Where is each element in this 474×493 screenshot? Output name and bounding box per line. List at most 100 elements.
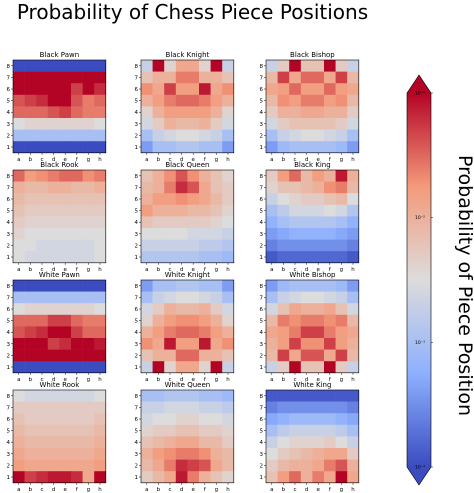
heatmap-cell bbox=[312, 83, 325, 96]
y-tick-label: 3 bbox=[135, 452, 139, 458]
heatmap-cell bbox=[71, 60, 83, 72]
heatmap-cell bbox=[335, 436, 348, 449]
heatmap-cell bbox=[300, 216, 313, 229]
heatmap-cell bbox=[175, 314, 188, 327]
y-tick-label: 1 bbox=[135, 475, 139, 481]
heatmap-cell bbox=[210, 60, 223, 72]
heatmap-cell bbox=[347, 413, 360, 426]
x-tick-label: f bbox=[204, 157, 207, 163]
heatmap-cell bbox=[94, 291, 107, 304]
y-tick-label: 2 bbox=[260, 463, 264, 469]
heatmap-cell bbox=[175, 459, 188, 472]
heatmap-cell bbox=[187, 141, 200, 154]
heatmap-cell bbox=[335, 413, 348, 426]
heatmap-cell bbox=[94, 129, 107, 142]
y-tick-label: 6 bbox=[7, 197, 11, 203]
x-tick-label: c bbox=[293, 487, 296, 493]
heatmap-cell bbox=[289, 424, 302, 437]
heatmap-cell bbox=[300, 170, 313, 182]
heatmap-cell bbox=[312, 228, 325, 240]
heatmap-cell bbox=[324, 436, 336, 449]
heatmap-cell bbox=[289, 326, 302, 339]
heatmap-cell bbox=[324, 390, 336, 402]
heatmap-cell bbox=[289, 436, 302, 449]
heatmap-cell bbox=[94, 424, 107, 437]
heatmap-cell bbox=[266, 401, 278, 414]
heatmap-cell bbox=[187, 106, 200, 119]
heatmap-cell bbox=[324, 228, 336, 240]
heatmap-cell bbox=[94, 338, 107, 350]
heatmap-cell bbox=[141, 424, 153, 437]
y-tick-label: 1 bbox=[7, 145, 11, 151]
heatmap-cell bbox=[289, 338, 302, 350]
heatmap-cell bbox=[24, 401, 37, 414]
heatmap-cell bbox=[324, 216, 336, 229]
heatmap-cell bbox=[335, 338, 348, 350]
heatmap-cell bbox=[277, 280, 290, 292]
heatmap-cell bbox=[47, 204, 60, 217]
heatmap-cell bbox=[289, 106, 302, 119]
heatmap-cell bbox=[347, 459, 360, 472]
heatmap-cell bbox=[335, 314, 348, 327]
heatmap-cell bbox=[199, 118, 211, 130]
y-tick-label: 3 bbox=[260, 122, 264, 128]
heatmap-cell bbox=[266, 216, 278, 229]
heatmap-panel: White Bishop 8 7 6 5 4 3 2 1a b c d e f g h bbox=[260, 271, 360, 383]
heatmap-cell bbox=[59, 251, 72, 264]
heatmap-cell bbox=[175, 349, 188, 362]
heatmap-cell bbox=[82, 60, 95, 72]
heatmap-cell bbox=[175, 413, 188, 426]
x-tick-label: b bbox=[29, 377, 33, 383]
heatmap-cell bbox=[47, 181, 60, 194]
x-tick-label: g bbox=[340, 267, 344, 273]
heatmap-cell bbox=[152, 71, 165, 84]
panel-frame bbox=[12, 279, 107, 374]
x-tick-label: e bbox=[317, 267, 321, 273]
heatmap-cell bbox=[300, 118, 313, 130]
heatmap-cell bbox=[335, 106, 348, 119]
x-tick-label: g bbox=[87, 487, 91, 493]
panel-title: Black Rook bbox=[40, 161, 79, 169]
heatmap-cell bbox=[164, 401, 177, 414]
heatmap-cell bbox=[335, 349, 348, 362]
heatmap-cell bbox=[24, 170, 37, 182]
heatmap-cell bbox=[289, 239, 302, 252]
heatmap-cell bbox=[277, 303, 290, 316]
heatmap-cell bbox=[47, 413, 60, 426]
heatmap-cell bbox=[141, 361, 153, 374]
heatmap-cell bbox=[47, 239, 60, 252]
y-tick-label: 7 bbox=[7, 185, 11, 191]
x-tick-label: f bbox=[329, 267, 332, 273]
heatmap-cell bbox=[324, 129, 336, 142]
heatmap-cell bbox=[289, 448, 302, 460]
y-tick-label: 4 bbox=[260, 220, 264, 226]
heatmap-cell bbox=[141, 459, 153, 472]
heatmap-cell bbox=[175, 361, 188, 374]
heatmap-cell bbox=[152, 280, 165, 292]
heatmap-cell bbox=[222, 459, 235, 472]
heatmap-cell bbox=[210, 390, 223, 402]
heatmap-cell bbox=[289, 280, 302, 292]
heatmap-cell bbox=[36, 459, 49, 472]
heatmap-cell bbox=[82, 239, 95, 252]
heatmap-cell bbox=[71, 129, 83, 142]
y-tick-label: 5 bbox=[7, 429, 11, 435]
heatmap-cell bbox=[94, 181, 107, 194]
panel-title: Black King bbox=[294, 161, 331, 169]
y-tick-label: 3 bbox=[7, 122, 11, 128]
heatmap-cell bbox=[300, 459, 313, 472]
heatmap-cell bbox=[152, 106, 165, 119]
y-tick-label: 3 bbox=[7, 452, 11, 458]
heatmap-cell bbox=[94, 349, 107, 362]
heatmap-cell bbox=[335, 94, 348, 107]
heatmap-cell bbox=[82, 193, 95, 206]
heatmap-cell bbox=[289, 193, 302, 206]
heatmap-cell bbox=[94, 413, 107, 426]
heatmap-cell bbox=[152, 216, 165, 229]
heatmap-cell bbox=[71, 436, 83, 449]
heatmap-cell bbox=[71, 413, 83, 426]
heatmap-cell bbox=[335, 401, 348, 414]
heatmap-cell bbox=[47, 436, 60, 449]
heatmap-cell bbox=[94, 204, 107, 217]
heatmap-cell bbox=[324, 303, 336, 316]
